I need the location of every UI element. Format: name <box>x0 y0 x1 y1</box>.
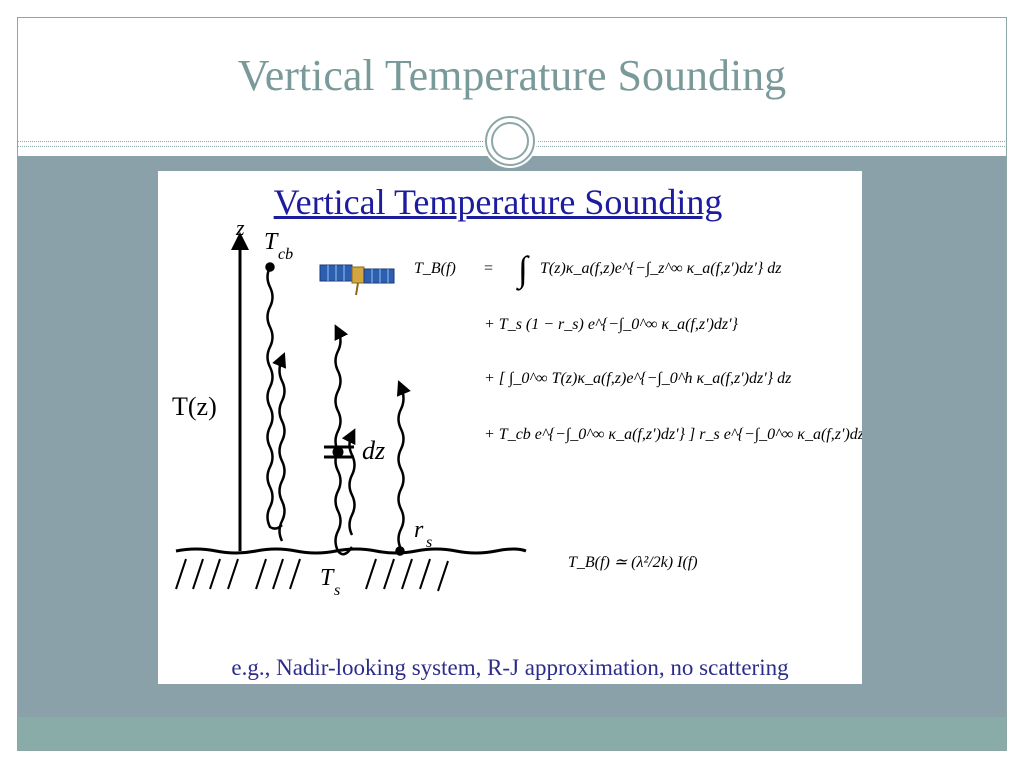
radiative-transfer-equation: T_B(f) = ∫ T(z)κ_a(f,z)e^{−∫_z^∞ κ_a(f,z… <box>414 249 862 571</box>
eq-lhs: T_B(f) <box>414 260 456 277</box>
satellite-icon <box>319 264 395 296</box>
tcb-subscript: cb <box>278 246 293 263</box>
ray-surface-reflected <box>272 352 287 542</box>
ring-icon <box>485 116 535 166</box>
divider-ring-ornament <box>483 114 537 168</box>
z-axis-label: z <box>235 215 245 240</box>
rs-subscript: s <box>426 534 432 551</box>
eq-line-2: + T_s (1 − r_s) e^{−∫_0^∞ κ_a(f,z′)dz′} <box>484 316 739 334</box>
eq-line-3: + [ ∫_0^∞ T(z)κ_a(f,z)e^{−∫_0^h κ_a(f,z′… <box>484 370 792 388</box>
rj-approximation: T_B(f) ≃ (λ²/2k) I(f) <box>568 554 698 571</box>
ray-cold-background <box>266 266 283 530</box>
tcb-label: T <box>264 229 279 255</box>
eq-line-1: T(z)κ_a(f,z)e^{−∫_z^∞ κ_a(f,z′)dz′} dz <box>540 260 782 278</box>
sounding-diagram: z T(z) T cb dz r s T s <box>172 215 862 599</box>
rs-label: r <box>414 517 424 543</box>
ray-atmosphere-down <box>334 450 354 556</box>
ts-subscript: s <box>334 582 340 599</box>
integral-sign: ∫ <box>516 249 530 291</box>
slide-title: Vertical Temperature Sounding <box>237 51 787 100</box>
ray-surface-emission <box>396 380 411 550</box>
figure-caption: e.g., Nadir-looking system, R-J approxim… <box>231 655 789 680</box>
dz-layer-marker <box>324 445 354 459</box>
figure-title: Vertical Temperature Sounding <box>273 182 723 222</box>
figure-card: Vertical Temperature Sounding z T <box>158 171 862 684</box>
ts-label: T <box>320 565 335 591</box>
dz-label: dz <box>362 436 385 465</box>
ray-reflected-up <box>341 428 356 536</box>
ray-atmosphere-up <box>334 324 349 452</box>
eq-line-4: + T_cb e^{−∫_0^∞ κ_a(f,z′)dz′} ] r_s e^{… <box>484 426 862 444</box>
tz-label: T(z) <box>172 392 217 421</box>
ground-line <box>175 547 527 555</box>
footer-band <box>18 717 1006 750</box>
ground-hatching <box>175 558 449 592</box>
eq-sign: = <box>484 260 493 277</box>
